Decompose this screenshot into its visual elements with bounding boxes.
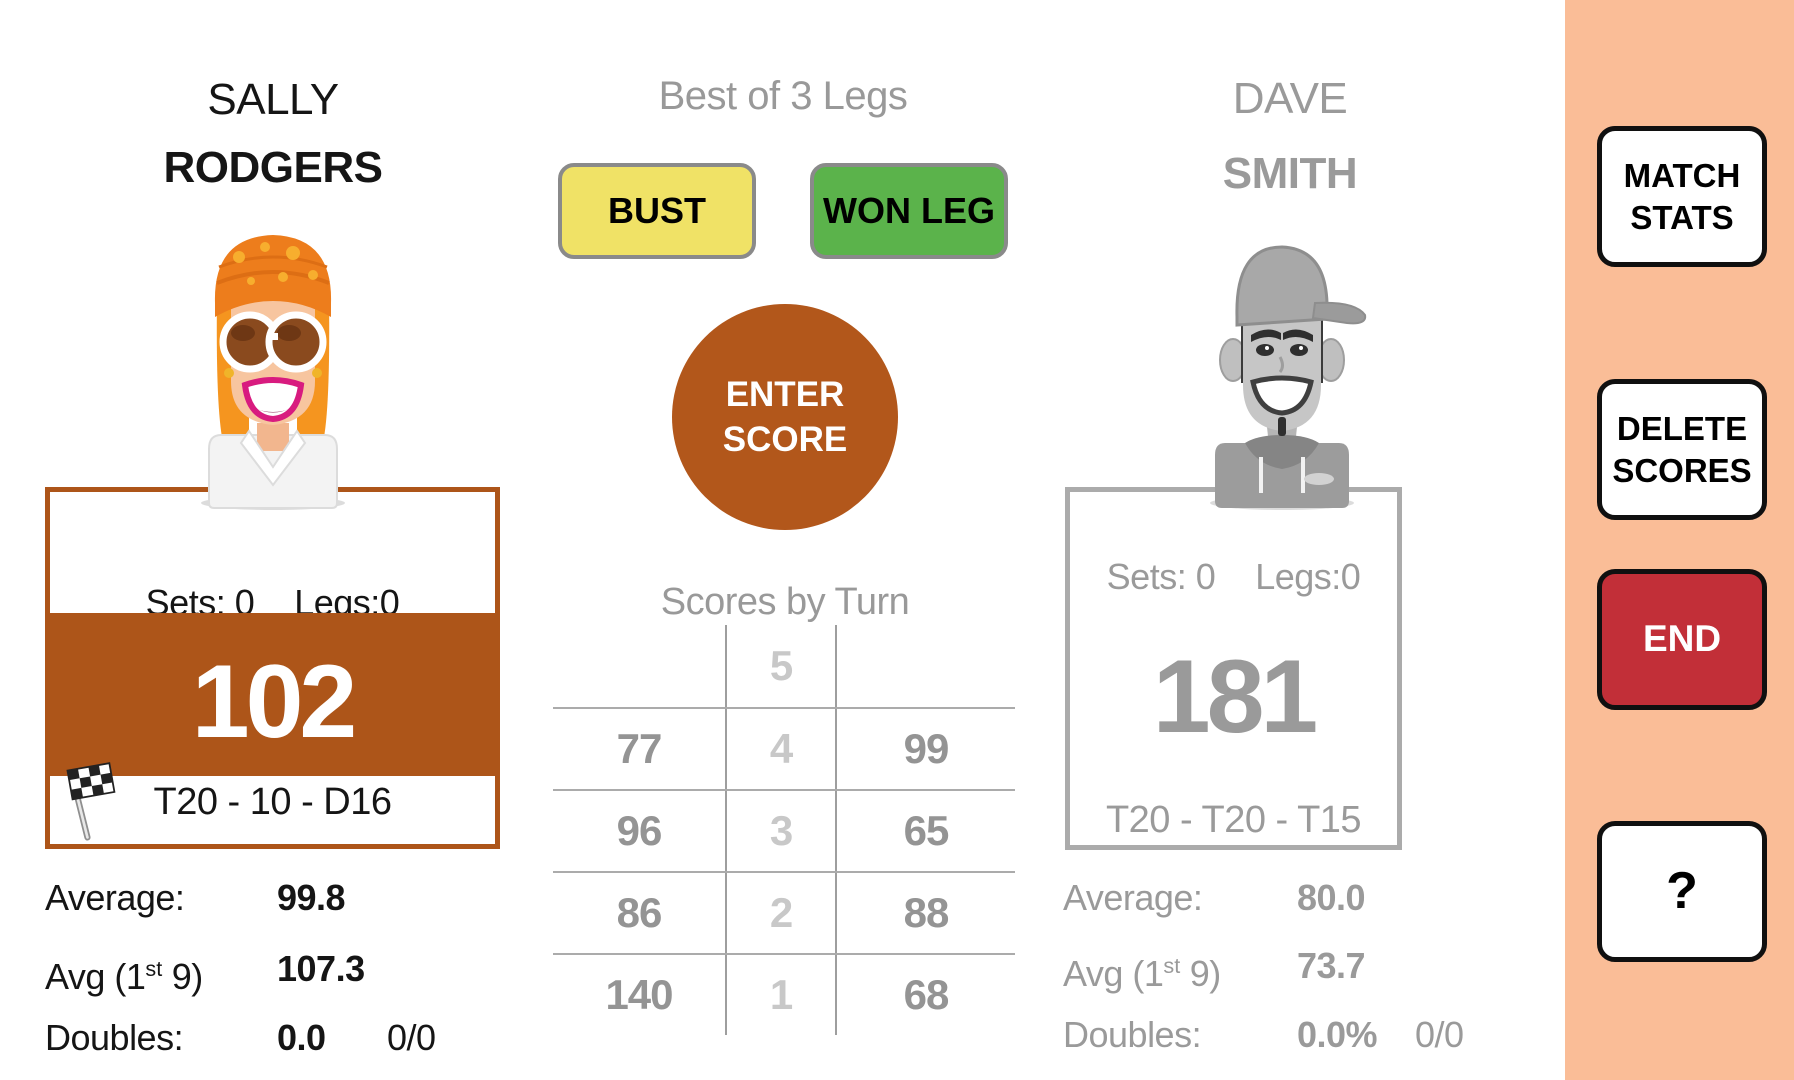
turn-score-right: 88 — [903, 889, 950, 936]
turn-number: 5 — [725, 625, 837, 707]
player-left-doubles-label: Doubles: — [45, 1017, 184, 1058]
turn-score-left: 86 — [616, 889, 663, 936]
turn-score-left — [553, 625, 725, 707]
player-left-doubles-value: 0.0 — [277, 1017, 326, 1058]
turn-row: 140 1 68 — [553, 953, 1015, 1035]
turn-score-right — [837, 625, 1015, 707]
player-left-doubles-ratio: 0/0 — [387, 1017, 436, 1058]
player-left-average-value: 99.8 — [277, 877, 346, 918]
end-button[interactable]: END — [1597, 569, 1767, 710]
female-player-avatar — [201, 235, 345, 510]
scores-by-turn-title: Scores by Turn — [660, 581, 910, 623]
won-leg-button[interactable]: WON LEG — [810, 163, 1008, 259]
player-left-first-name: SALLY — [207, 75, 339, 124]
player-right-average-label: Average: — [1063, 877, 1203, 918]
enter-score-button[interactable]: ENTER SCORE — [672, 304, 898, 530]
player-right-sets: Sets: 0 — [1106, 556, 1216, 597]
player-right-first-name: DAVE — [1232, 74, 1348, 123]
turn-row: 77 4 99 — [553, 707, 1015, 789]
bust-button[interactable]: BUST — [558, 163, 756, 259]
turn-row: 86 2 88 — [553, 871, 1015, 953]
turn-score-left: 96 — [616, 807, 663, 854]
player-right-score-card: Sets: 0 Legs:0 181 T20 - T20 - T15 — [1065, 487, 1402, 850]
turn-number: 1 — [725, 955, 837, 1035]
turn-number: 4 — [725, 709, 837, 789]
player-left-last-name: RODGERS — [163, 143, 383, 192]
male-player-avatar — [1210, 245, 1367, 510]
player-right-avg9-value: 73.7 — [1297, 945, 1366, 986]
turn-score-right: 65 — [903, 807, 950, 854]
help-button[interactable]: ? — [1597, 821, 1767, 962]
player-left-avg9-value: 107.3 — [277, 948, 365, 989]
match-format-title: Best of 3 Legs — [658, 74, 908, 118]
turn-score-right: 99 — [903, 725, 950, 772]
player-left-average-label: Average: — [45, 877, 185, 918]
player-right-sets-legs: Sets: 0 Legs:0 — [1070, 552, 1397, 602]
turn-row: 5 — [553, 625, 1015, 707]
player-right-average-value: 80.0 — [1297, 877, 1366, 918]
delete-scores-button[interactable]: DELETE SCORES — [1597, 379, 1767, 520]
player-left-score: 102 — [191, 644, 358, 760]
turn-number: 3 — [725, 791, 837, 871]
turn-score-right: 68 — [903, 971, 950, 1018]
player-right-legs: Legs:0 — [1255, 556, 1361, 597]
player-left-score-card: Sets: 0 Legs:0 102 T20 - 10 - D16 — [45, 487, 500, 849]
player-right-doubles-ratio: 0/0 — [1415, 1014, 1464, 1055]
player-right-doubles-label: Doubles: — [1063, 1014, 1202, 1055]
turn-score-left: 140 — [605, 971, 673, 1018]
player-right-last-name: SMITH — [1222, 149, 1358, 198]
turn-row: 96 3 65 — [553, 789, 1015, 871]
match-stats-button[interactable]: MATCH STATS — [1597, 126, 1767, 267]
turn-number: 2 — [725, 873, 837, 953]
player-left-checkout: T20 - 10 - D16 — [153, 780, 393, 823]
turn-score-left: 77 — [616, 725, 663, 772]
player-right-avg9-label: Avg (1st 9) — [1063, 953, 1221, 994]
checkered-flag-icon — [66, 762, 116, 841]
player-right-score: 181 — [1152, 638, 1319, 755]
player-right-doubles-value: 0.0% — [1297, 1014, 1378, 1055]
player-right-checkout: T20 - T20 - T15 — [1105, 798, 1362, 841]
player-left-avg9-label: Avg (1st 9) — [45, 956, 203, 997]
scores-by-turn-table: 5 77 4 99 96 3 65 86 2 88 140 1 68 — [553, 625, 1015, 1035]
